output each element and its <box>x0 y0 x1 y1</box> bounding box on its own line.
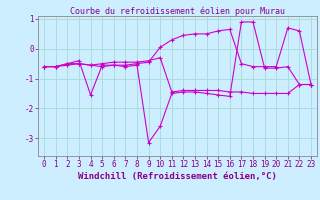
X-axis label: Windchill (Refroidissement éolien,°C): Windchill (Refroidissement éolien,°C) <box>78 172 277 181</box>
Title: Courbe du refroidissement éolien pour Murau: Courbe du refroidissement éolien pour Mu… <box>70 6 285 16</box>
